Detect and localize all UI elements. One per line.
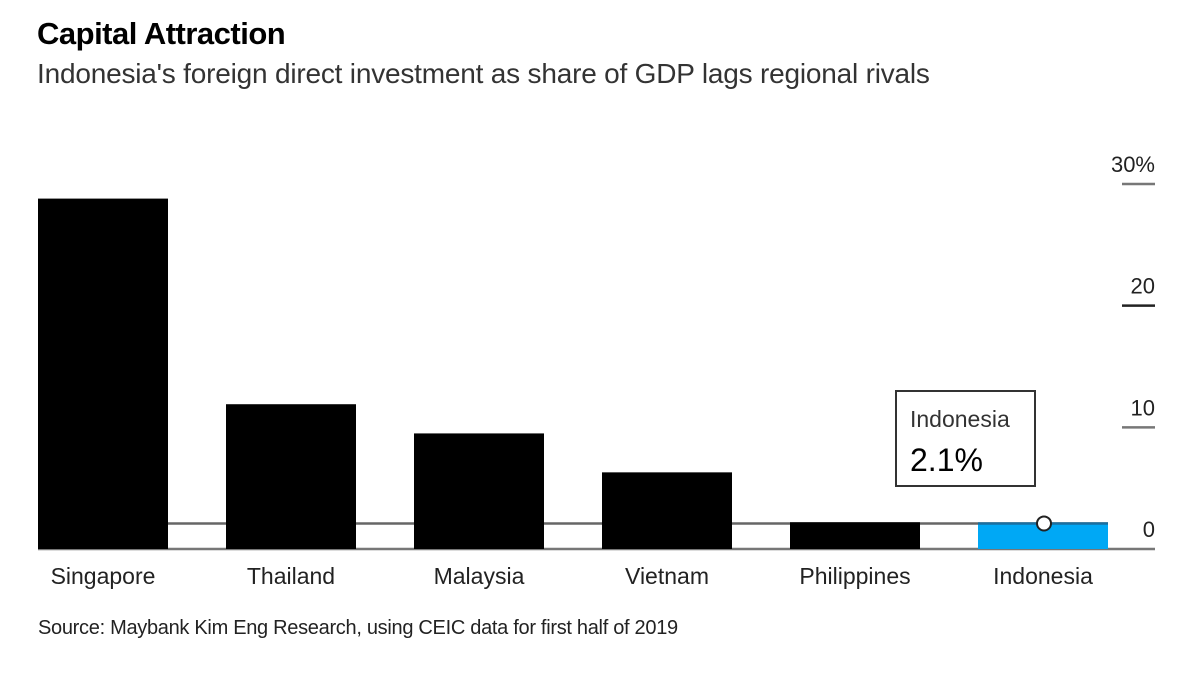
- x-tick-label: Philippines: [799, 563, 910, 589]
- y-tick-label: 0: [1143, 517, 1155, 542]
- y-tick-label: 20: [1131, 274, 1155, 299]
- source-note: Source: Maybank Kim Eng Research, using …: [38, 617, 678, 639]
- x-tick-label: Thailand: [247, 563, 335, 589]
- x-tick-label: Indonesia: [993, 563, 1093, 589]
- chart-title: Capital Attraction: [37, 16, 286, 51]
- bar-vietnam: [602, 472, 732, 549]
- x-tick-label: Singapore: [51, 563, 156, 589]
- bar-thailand: [226, 404, 356, 549]
- bar-malaysia: [414, 433, 544, 549]
- callout-value: 2.1%: [910, 442, 983, 478]
- highlight-marker: [1036, 515, 1052, 532]
- bar-singapore: [38, 198, 168, 549]
- bar-philippines: [790, 522, 920, 549]
- chart-subtitle: Indonesia's foreign direct investment as…: [37, 58, 930, 89]
- x-tick-label: Vietnam: [625, 563, 709, 589]
- callout-country: Indonesia: [910, 406, 1010, 432]
- indonesia-callout: Indonesia 2.1%: [895, 390, 1036, 487]
- x-tick-label: Malaysia: [434, 563, 525, 589]
- y-tick-label: 30%: [1111, 152, 1155, 177]
- y-tick-label: 10: [1131, 395, 1155, 420]
